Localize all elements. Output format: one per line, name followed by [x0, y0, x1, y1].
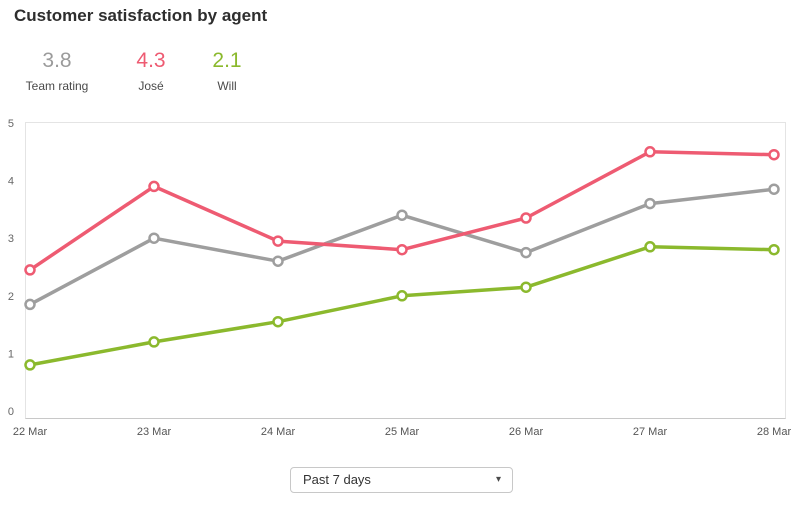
y-tick-label: 5: [8, 118, 14, 130]
series-line-will: [28, 245, 776, 367]
stat-label-0: Team rating: [25, 79, 89, 93]
data-point-josé-0[interactable]: [24, 264, 36, 276]
x-tick-label: 25 Mar: [385, 426, 420, 438]
y-tick-label: 0: [8, 406, 14, 418]
stat-value-2: 2.1: [212, 49, 242, 72]
data-point-josé-3[interactable]: [396, 243, 408, 256]
data-point-will-0[interactable]: [24, 359, 36, 371]
data-point-will-4[interactable]: [520, 281, 532, 293]
data-point-josé-2[interactable]: [272, 235, 284, 247]
stat-value-1: 4.3: [136, 49, 166, 72]
stat-will: 2.1 Will: [212, 49, 242, 94]
data-point-josé-1[interactable]: [148, 180, 160, 193]
stat-team-rating: 3.8 Team rating: [25, 49, 89, 94]
data-point-team-rating-3[interactable]: [396, 209, 408, 221]
data-point-team-rating-5[interactable]: [644, 197, 656, 210]
x-tick-label: 27 Mar: [633, 426, 668, 438]
data-point-josé-4[interactable]: [520, 212, 532, 224]
data-point-will-3[interactable]: [396, 290, 408, 302]
chart-area: 0 1 2 3 4 5 22 Mar 23 Mar 24 Mar 25 Mar 26 Mar 27 M…: [0, 110, 800, 450]
stat-jose: 4.3 José: [136, 49, 166, 94]
x-tick-label: 22 Mar: [13, 426, 48, 438]
dropdown-caret-icon: ▾: [495, 474, 501, 485]
data-point-team-rating-0[interactable]: [24, 298, 36, 311]
stat-label-2: Will: [217, 79, 237, 93]
data-point-team-rating-6[interactable]: [768, 183, 780, 195]
stat-value-0: 3.8: [42, 49, 72, 72]
date-range-value: Past 7 days: [303, 472, 371, 487]
data-point-will-1[interactable]: [148, 336, 160, 348]
x-tick-label: 23 Mar: [137, 426, 172, 438]
data-point-will-5[interactable]: [644, 241, 656, 253]
y-tick-label: 2: [8, 291, 14, 303]
data-point-will-6[interactable]: [768, 243, 780, 256]
satisfaction-line-chart: 0 1 2 3 4 5 22 Mar 23 Mar 24 Mar 25 Mar 26 Mar 27 M…: [8, 118, 792, 438]
y-tick-label: 3: [8, 233, 14, 245]
data-point-will-2[interactable]: [272, 315, 284, 328]
date-range-select[interactable]: Past 7 days ▾: [290, 467, 513, 493]
x-tick-label: 24 Mar: [261, 426, 296, 438]
data-point-team-rating-4[interactable]: [520, 246, 532, 259]
data-point-team-rating-2[interactable]: [272, 255, 284, 267]
data-point-team-rating-1[interactable]: [148, 232, 160, 244]
y-tick-label: 1: [8, 348, 14, 360]
stat-label-1: José: [138, 79, 164, 93]
data-point-josé-6[interactable]: [768, 148, 780, 161]
y-tick-label: 4: [8, 176, 14, 188]
x-tick-label: 28 Mar: [757, 426, 792, 438]
data-point-josé-5[interactable]: [644, 146, 656, 158]
x-tick-label: 26 Mar: [509, 426, 544, 438]
plot-border: [25, 122, 786, 419]
page-title: Customer satisfaction by agent: [14, 6, 268, 25]
